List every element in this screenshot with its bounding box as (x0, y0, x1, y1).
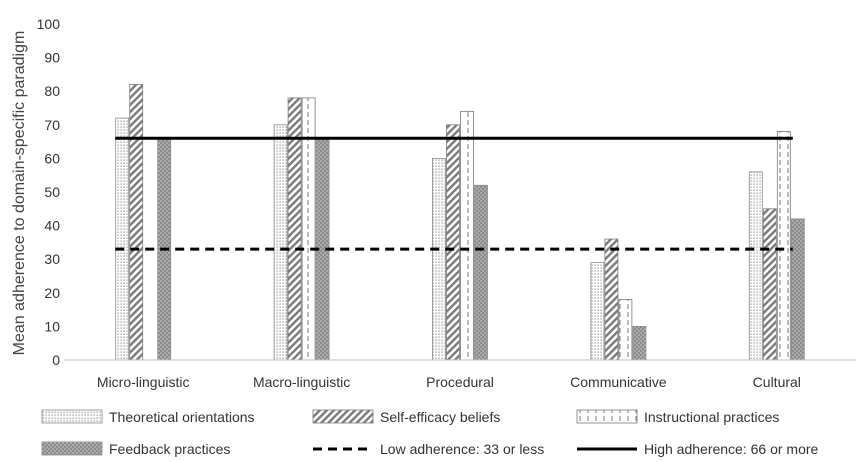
bar-diagonal-2 (446, 124, 460, 361)
legend-label: Feedback practices (109, 441, 230, 457)
y-tick-label: 90 (44, 50, 60, 66)
category-label: Procedural (426, 374, 494, 390)
bar-dashed-vertical-3 (618, 299, 633, 361)
bar-diagonal-4 (762, 208, 777, 361)
legend-swatch-dots (41, 409, 103, 424)
category-label: Communicative (570, 374, 667, 390)
y-tick-label: 50 (44, 184, 60, 200)
bar-dashed-vertical-2 (460, 110, 474, 361)
y-tick-label: 30 (44, 251, 60, 267)
legend-swatch-diagonal (312, 409, 374, 424)
bar-dashed-vertical-4 (776, 131, 791, 361)
legend-swatch-dark-dots (41, 441, 103, 456)
bar-dark-dots-4 (790, 218, 805, 361)
legend: Theoretical orientations Self-efficacy be… (41, 409, 819, 457)
legend-label: Instructional practices (644, 409, 779, 425)
category-label: Micro-linguistic (97, 374, 190, 390)
y-tick-label: 10 (44, 318, 60, 334)
category-label: Cultural (753, 374, 801, 390)
y-tick-label: 60 (44, 150, 60, 166)
y-axis-title: Mean adherence to domain-specific paradi… (11, 31, 28, 356)
y-tick-label: 70 (44, 117, 60, 133)
bar-series (115, 84, 805, 361)
legend-swatch-dashed-vertical (576, 409, 638, 424)
y-tick-label: 40 (44, 218, 60, 234)
legend-label: Self-efficacy beliefs (380, 409, 500, 425)
bar-dots-3 (590, 262, 605, 361)
bar-diagonal-3 (604, 238, 619, 361)
y-tick-label: 20 (44, 285, 60, 301)
bar-dark-dots-2 (474, 184, 488, 361)
bar-dots-4 (748, 171, 763, 361)
legend-label: High adherence: 66 or more (644, 441, 819, 457)
bar-dark-dots-3 (632, 325, 647, 361)
bar-dots-2 (432, 157, 446, 361)
bar-dots-1 (273, 124, 288, 361)
y-axis-ticks: 0 10 20 30 40 50 60 70 80 90 100 (37, 16, 61, 368)
reference-lines (115, 136, 793, 251)
bar-diagonal-0 (129, 84, 144, 361)
y-tick-label: 80 (44, 83, 60, 99)
category-label: Macro-linguistic (253, 374, 350, 390)
y-tick-label: 100 (37, 16, 61, 32)
y-tick-label: 0 (52, 352, 60, 368)
category-labels: Micro-linguistic Macro-linguistic Procedur… (97, 374, 801, 390)
legend-label: Theoretical orientations (109, 409, 255, 425)
legend-label: Low adherence: 33 or less (380, 441, 544, 457)
bar-dots-0 (115, 117, 130, 361)
